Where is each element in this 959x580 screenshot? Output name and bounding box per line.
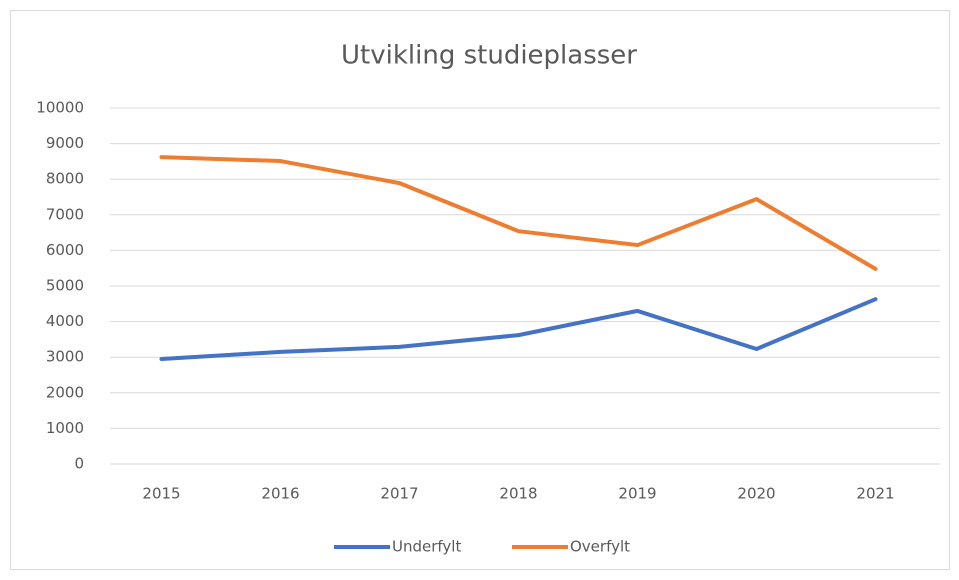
y-tick-label: 8000 bbox=[46, 170, 84, 188]
chart-title: Utvikling studieplasser bbox=[341, 41, 637, 71]
x-tick-label: 2020 bbox=[737, 485, 775, 503]
x-tick-label: 2015 bbox=[142, 485, 180, 503]
y-tick-label: 3000 bbox=[46, 348, 84, 366]
y-tick-label: 2000 bbox=[46, 383, 84, 401]
y-tick-label: 9000 bbox=[46, 134, 84, 152]
legend-label: Overfylt bbox=[570, 538, 630, 556]
legend-label: Underfylt bbox=[392, 538, 461, 556]
line-series bbox=[159, 297, 878, 361]
y-tick-label: 5000 bbox=[46, 277, 84, 295]
y-tick-label: 6000 bbox=[46, 241, 84, 259]
y-tick-label: 7000 bbox=[46, 205, 84, 223]
x-tick-label: 2016 bbox=[261, 485, 299, 503]
x-tick-label: 2018 bbox=[499, 485, 537, 503]
line-series bbox=[159, 155, 878, 271]
y-tick-label: 0 bbox=[74, 455, 84, 473]
x-tick-label: 2021 bbox=[856, 485, 894, 503]
y-tick-label: 1000 bbox=[46, 419, 84, 437]
chart-border bbox=[10, 10, 950, 570]
y-tick-label: 10000 bbox=[36, 99, 84, 117]
x-tick-label: 2017 bbox=[380, 485, 418, 503]
x-tick-label: 2019 bbox=[618, 485, 656, 503]
y-tick-label: 4000 bbox=[46, 312, 84, 330]
